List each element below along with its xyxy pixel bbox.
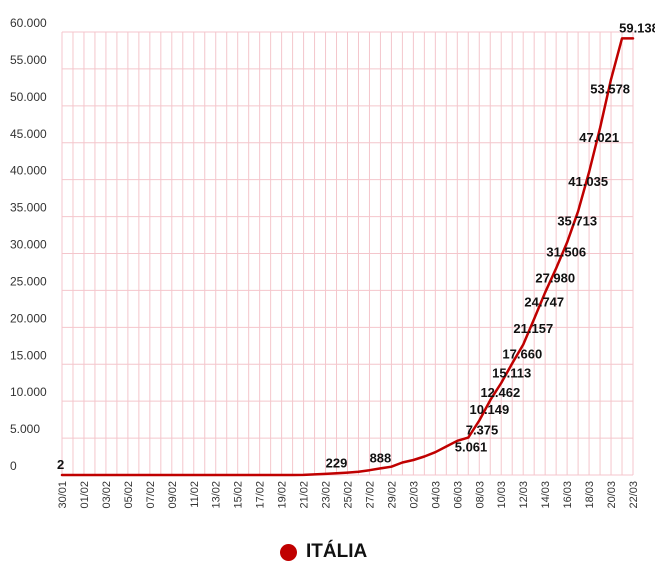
x-tick-label: 25/02 <box>343 481 355 509</box>
x-tick-label: 07/02 <box>145 481 157 509</box>
y-tick-label: 30.000 <box>10 238 47 252</box>
x-tick-label: 18/03 <box>584 481 596 509</box>
x-tick-label: 22/03 <box>628 481 640 509</box>
x-tick-label: 29/02 <box>386 481 398 509</box>
data-label: 10.149 <box>469 402 509 417</box>
x-tick-label: 20/03 <box>606 481 618 509</box>
x-tick-label: 12/03 <box>518 481 530 509</box>
x-tick-label: 05/02 <box>123 481 135 509</box>
x-tick-label: 14/03 <box>540 481 552 509</box>
series-line <box>60 37 635 477</box>
data-label: 21.157 <box>513 321 553 336</box>
y-tick-label: 35.000 <box>10 201 47 215</box>
data-label: 31.506 <box>546 244 586 259</box>
x-tick-label: 04/03 <box>430 481 442 509</box>
x-tick-label: 03/02 <box>101 481 113 509</box>
x-tick-label: 30/01 <box>57 481 69 509</box>
data-label: 47.021 <box>579 130 619 145</box>
y-tick-label: 5.000 <box>10 422 40 436</box>
x-tick-label: 21/02 <box>299 481 311 509</box>
y-tick-label: 0 <box>10 459 17 473</box>
x-tick-label: 27/02 <box>364 481 376 509</box>
legend-label-italia: ITÁLIA <box>306 541 368 562</box>
x-tick-label: 02/03 <box>408 481 420 509</box>
x-tick-label: 17/02 <box>255 481 267 509</box>
x-axis: 30/01 01/02 03/02 05/02 07/02 09/02 11/02 13/02… <box>57 481 640 509</box>
legend: ITÁLIA <box>280 540 367 564</box>
data-label: 17.660 <box>502 347 542 362</box>
y-axis: 0 5.000 10.000 15.000 20.000 25.000 30.000 35.0… <box>10 16 47 473</box>
data-label: 2 <box>57 457 64 472</box>
x-tick-label: 01/02 <box>79 481 91 509</box>
y-tick-label: 50.000 <box>10 90 47 104</box>
x-tick-label: 13/02 <box>211 481 223 509</box>
x-tick-label: 16/03 <box>562 481 574 509</box>
y-tick-label: 15.000 <box>10 348 47 362</box>
data-label: 15.113 <box>492 365 531 380</box>
x-tick-label: 19/02 <box>277 481 289 509</box>
y-tick-label: 40.000 <box>10 164 47 178</box>
data-label: 41.035 <box>568 174 608 189</box>
x-tick-label: 09/02 <box>167 481 179 509</box>
data-label: 7.375 <box>466 423 499 438</box>
data-label: 888 <box>370 450 392 465</box>
legend-marker-italia <box>280 543 297 561</box>
x-tick-label: 08/03 <box>474 481 486 509</box>
data-label: 12.462 <box>480 385 520 400</box>
data-label: 229 <box>326 455 348 470</box>
x-tick-label: 10/03 <box>496 481 508 509</box>
x-tick-label: 06/03 <box>452 481 464 509</box>
data-label: 27.980 <box>535 270 575 285</box>
x-tick-label: 11/02 <box>189 481 201 508</box>
y-tick-label: 60.000 <box>10 16 47 30</box>
line-chart: 0 5.000 10.000 15.000 20.000 25.000 30.000 35.0… <box>10 16 655 509</box>
series-lines <box>60 37 635 477</box>
x-tick-label: 23/02 <box>321 481 333 509</box>
x-tick-label: 15/02 <box>233 481 245 509</box>
y-tick-label: 45.000 <box>10 127 47 141</box>
y-tick-label: 25.000 <box>10 274 47 288</box>
y-tick-label: 20.000 <box>10 311 47 325</box>
data-labels: 2 229 888 5.061 7.375 10.149 12.462 15.113 17.66… <box>57 20 655 472</box>
data-label: 53.578 <box>590 81 630 96</box>
data-label: 5.061 <box>455 440 488 455</box>
chart-grid <box>61 31 634 476</box>
y-tick-label: 55.000 <box>10 53 47 67</box>
data-label: 35.713 <box>557 213 597 228</box>
y-tick-label: 10.000 <box>10 385 47 399</box>
data-label: 24.747 <box>524 294 564 309</box>
data-label: 59.138 <box>619 20 655 35</box>
